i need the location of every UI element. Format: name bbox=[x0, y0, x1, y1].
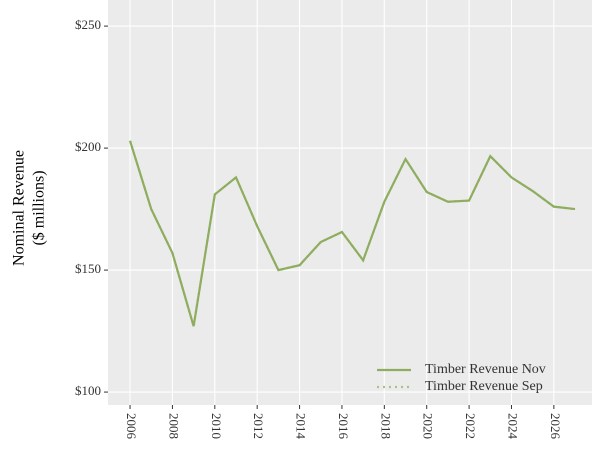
legend-label: Timber Revenue Sep bbox=[425, 379, 543, 394]
line bbox=[128, 140, 576, 327]
x-tick-label: 2024 bbox=[505, 413, 520, 440]
y-tick-label: $100 bbox=[75, 383, 101, 398]
x-tick-label: 2016 bbox=[336, 413, 351, 440]
y-axis-label: ($ millions) bbox=[31, 170, 48, 245]
x-tick-label: 2012 bbox=[251, 413, 266, 439]
legend-label: Timber Revenue Nov bbox=[425, 362, 546, 377]
x-tick-label: 2022 bbox=[463, 413, 478, 439]
y-tick-label: $200 bbox=[75, 139, 101, 154]
x-tick-label: 2014 bbox=[294, 413, 309, 440]
x-tick-label: 2010 bbox=[209, 413, 224, 439]
x-tick-label: 2008 bbox=[166, 413, 181, 439]
x-tick-label: 2006 bbox=[124, 413, 139, 440]
x-tick-label: 2020 bbox=[421, 413, 436, 439]
x-tick-label: 2026 bbox=[548, 413, 563, 440]
y-tick-label: $150 bbox=[75, 261, 101, 276]
x-tick-label: 2018 bbox=[378, 413, 393, 439]
y-tick-label: $250 bbox=[75, 17, 101, 32]
panel bbox=[108, 0, 592, 405]
y-axis-label: Nominal Revenue bbox=[11, 150, 28, 266]
